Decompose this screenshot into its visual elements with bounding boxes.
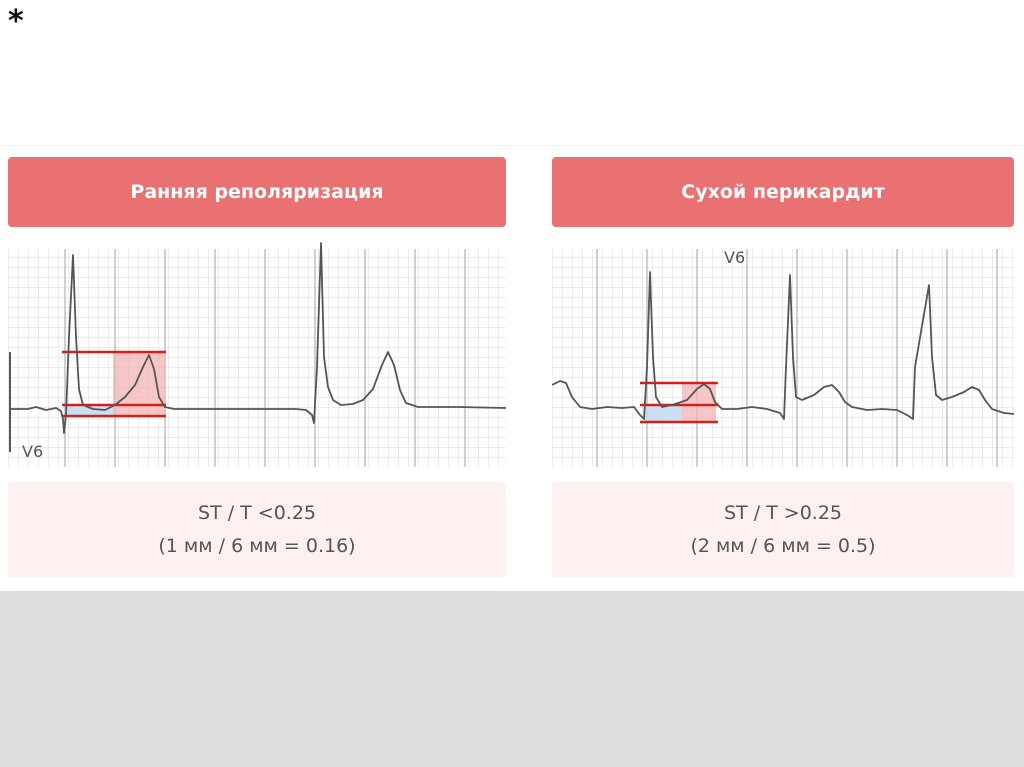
panel-early-repolarization: Ранняя реполяризация [8, 157, 506, 579]
calculation-text: (1 мм / 6 мм = 0.16) [158, 534, 356, 557]
calculation-text: (2 мм / 6 мм = 0.5) [690, 534, 876, 557]
panel-title: Ранняя реполяризация [8, 157, 506, 227]
ecg-strip: V6 [552, 237, 1014, 469]
ecg-trace [10, 242, 506, 434]
formula-text: ST / T >0.25 [723, 501, 843, 524]
lead-label: V6 [22, 442, 43, 461]
ecg-grid [8, 249, 506, 467]
ecg-grid [552, 249, 1014, 467]
formula-box: ST / T <0.25 (1 мм / 6 мм = 0.16) [8, 482, 506, 577]
ecg-major-grid [596, 249, 998, 467]
asterisk-marker: * [8, 4, 24, 39]
slide-top-area: * [0, 0, 1024, 146]
st-segment-region [65, 405, 113, 416]
panel-dry-pericarditis: Сухой перикардит [552, 157, 1014, 579]
formula-box: ST / T >0.25 (2 мм / 6 мм = 0.5) [552, 482, 1014, 577]
ecg-svg: V6 [8, 242, 506, 467]
formula-text: ST / T <0.25 [197, 501, 317, 524]
st-segment-region [644, 405, 682, 422]
lead-label: V6 [724, 248, 745, 267]
ecg-major-grid [64, 249, 466, 467]
ecg-trace [552, 271, 1014, 420]
ecg-strip: V6 [8, 237, 506, 469]
panel-title: Сухой перикардит [552, 157, 1014, 227]
bottom-gray-area [0, 591, 1024, 767]
ecg-svg: V6 [552, 248, 1014, 467]
